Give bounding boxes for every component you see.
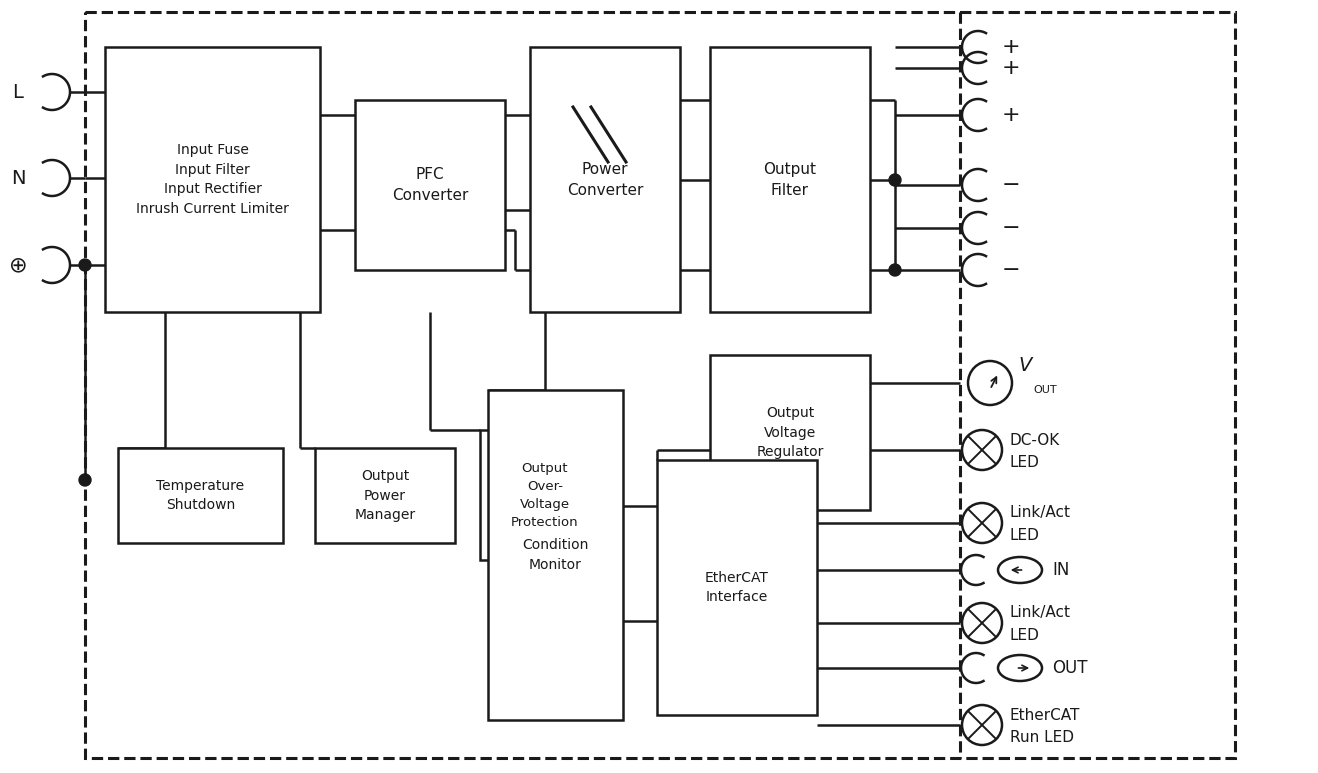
- Bar: [315, 448, 455, 543]
- Bar: [355, 100, 505, 270]
- Text: +: +: [1002, 58, 1020, 78]
- Text: N: N: [11, 169, 25, 188]
- Text: DC-OK: DC-OK: [1010, 433, 1060, 448]
- Bar: [530, 47, 680, 312]
- Text: Temperature
Shutdown: Temperature Shutdown: [157, 478, 245, 512]
- Text: $V$: $V$: [1017, 356, 1035, 375]
- Ellipse shape: [998, 655, 1043, 681]
- Bar: [105, 47, 320, 312]
- Text: EtherCAT: EtherCAT: [1010, 707, 1081, 723]
- Circle shape: [962, 603, 1002, 643]
- Circle shape: [79, 259, 91, 271]
- Text: −: −: [1002, 218, 1020, 238]
- Bar: [656, 460, 817, 715]
- Text: −: −: [1002, 260, 1020, 280]
- Text: OUT: OUT: [1033, 385, 1057, 395]
- Text: Condition
Monitor: Condition Monitor: [522, 538, 589, 572]
- Bar: [710, 355, 870, 510]
- Text: Output
Filter: Output Filter: [763, 162, 816, 197]
- Text: L: L: [13, 83, 24, 101]
- Bar: [480, 430, 610, 560]
- Text: LED: LED: [1010, 628, 1040, 642]
- Text: Output
Over-
Voltage
Protection: Output Over- Voltage Protection: [511, 461, 579, 529]
- Bar: [84, 12, 1235, 758]
- Text: LED: LED: [1010, 455, 1040, 469]
- Circle shape: [890, 174, 902, 186]
- Bar: [488, 390, 623, 720]
- Bar: [119, 448, 283, 543]
- Text: Link/Act: Link/Act: [1010, 506, 1072, 520]
- Text: EtherCAT
Interface: EtherCAT Interface: [705, 570, 768, 604]
- Circle shape: [962, 430, 1002, 470]
- Circle shape: [79, 474, 91, 486]
- Text: PFC
Converter: PFC Converter: [391, 167, 468, 203]
- Text: Output
Voltage
Regulator: Output Voltage Regulator: [757, 406, 824, 459]
- Text: +: +: [1002, 37, 1020, 57]
- Text: OUT: OUT: [1052, 659, 1087, 677]
- Circle shape: [962, 705, 1002, 745]
- Text: LED: LED: [1010, 527, 1040, 543]
- Text: Input Fuse
Input Filter
Input Rectifier
Inrush Current Limiter: Input Fuse Input Filter Input Rectifier …: [136, 143, 289, 216]
- Text: IN: IN: [1052, 561, 1069, 579]
- Circle shape: [890, 264, 902, 276]
- Text: Output
Power
Manager: Output Power Manager: [355, 469, 415, 522]
- Text: Power
Converter: Power Converter: [567, 162, 643, 197]
- Circle shape: [962, 503, 1002, 543]
- Text: +: +: [1002, 105, 1020, 125]
- Circle shape: [967, 361, 1012, 405]
- Ellipse shape: [998, 557, 1043, 583]
- Text: −: −: [1002, 175, 1020, 195]
- Bar: [710, 47, 870, 312]
- Text: Run LED: Run LED: [1010, 730, 1074, 744]
- Text: ⊕: ⊕: [9, 255, 28, 275]
- Text: Link/Act: Link/Act: [1010, 605, 1072, 621]
